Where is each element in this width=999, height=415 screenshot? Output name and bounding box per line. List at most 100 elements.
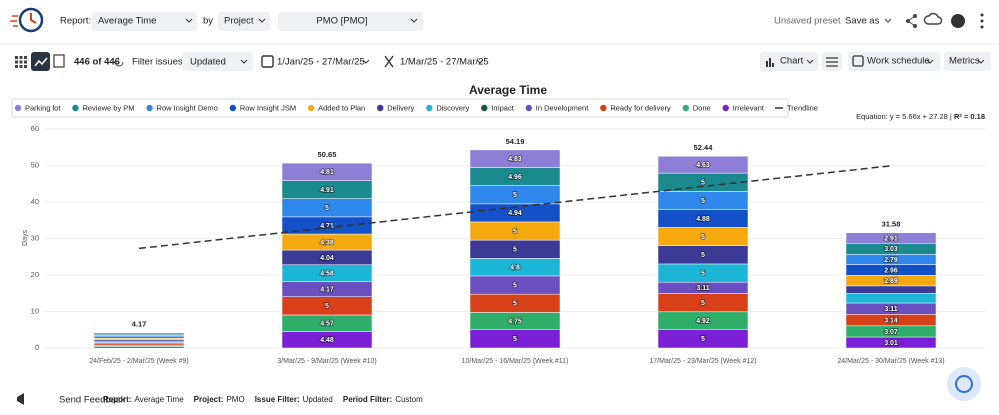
data-label: 4.04 (320, 255, 334, 262)
send-feedback[interactable]: Send Feedback (59, 395, 126, 406)
more-icon[interactable] (980, 13, 984, 29)
footer-value: Updated (303, 395, 333, 404)
legend-label: Added to Plan (318, 103, 365, 112)
dropdown-value[interactable]: Project (224, 16, 254, 27)
share-icon[interactable] (906, 14, 917, 28)
dropdown[interactable] (278, 12, 423, 31)
legend-label: Done (693, 103, 711, 112)
data-label: 4.91 (320, 187, 334, 194)
legend-marker (481, 104, 488, 112)
y-tick-label: 60 (31, 124, 39, 133)
dropdown-value[interactable]: Average Time (98, 16, 156, 27)
data-label: 5 (513, 336, 517, 343)
legend-label: Irrelevant (733, 103, 765, 112)
dropdown-value[interactable]: Metrics (949, 56, 980, 67)
bar-segment (93, 332, 185, 335)
metrics-dropdown[interactable] (944, 52, 991, 71)
data-label: 5 (513, 247, 517, 254)
caret[interactable] (884, 18, 892, 23)
trendline (138, 165, 892, 250)
dropdown-value[interactable]: PMO [PMO] (316, 16, 367, 27)
y-tick-label: 20 (31, 270, 39, 279)
date-range[interactable]: 1/Mar/25 - 27/Mar/25 (400, 57, 489, 68)
bar-segment (469, 149, 561, 168)
table-view-icon[interactable] (53, 54, 65, 68)
data-label: 5 (701, 300, 705, 307)
legend (11, 98, 789, 118)
legend-label: Row Insight Demo (157, 103, 218, 112)
issue-count: 446 of 446 (74, 57, 120, 68)
data-label: 4.96 (508, 174, 522, 181)
data-label: 4.63 (696, 162, 710, 169)
data-label: 4.48 (320, 337, 334, 344)
dropdown-value[interactable]: Chart (780, 56, 804, 67)
data-label: 5 (701, 336, 705, 343)
legend-marker (722, 104, 729, 112)
dropdown-value[interactable]: Updated (190, 57, 226, 68)
legend-marker (426, 104, 433, 112)
refresh-icon[interactable] (114, 57, 124, 67)
data-label: 3.14 (884, 317, 898, 324)
dropdown-value[interactable]: Work schedule (867, 56, 930, 67)
settings-icon (826, 57, 838, 67)
view-dropdown[interactable] (760, 52, 818, 71)
x-tick-label: 17/Mar/25 - 23/Mar/25 (Week #12) (649, 358, 756, 365)
legend-marker (682, 104, 689, 112)
data-label: 4.92 (696, 318, 710, 325)
help-icon[interactable] (951, 14, 965, 28)
caret (926, 59, 934, 64)
y-tick-label: 30 (31, 233, 39, 242)
total-label: 52.44 (694, 143, 714, 152)
data-label: 5 (701, 252, 705, 259)
x-tick-label: 24/Feb/25 - 2/Mar/25 (Week #9) (89, 358, 188, 365)
legend-label: Impact (491, 103, 514, 112)
save-as[interactable]: Save as (845, 16, 880, 27)
y-tick-label: 50 (31, 160, 39, 169)
bar-segment (657, 155, 749, 174)
y-tick-label: 0 (35, 343, 39, 352)
data-label: 4.8 (510, 264, 520, 271)
data-label: 4.57 (320, 321, 334, 328)
schedule-dropdown[interactable] (848, 52, 940, 71)
caret (185, 18, 193, 23)
caret (410, 18, 418, 23)
dropdown[interactable] (182, 52, 253, 71)
y-tick-label: 40 (31, 197, 39, 206)
data-label: 2.96 (884, 267, 898, 274)
data-label: 4.71 (320, 223, 334, 230)
bar-segment (281, 162, 373, 181)
caret (977, 59, 985, 64)
data-label: 3.07 (884, 329, 898, 336)
calendar-icon (261, 55, 274, 68)
total-label: 50.65 (318, 150, 337, 159)
cloud-icon[interactable] (923, 12, 943, 25)
legend-label: Ready for delivery (610, 103, 671, 112)
legend-label: In Development (536, 103, 589, 112)
grid-view-icon[interactable] (15, 56, 27, 68)
chart-icon (766, 58, 774, 67)
legend-label: Reviewe by PM (82, 103, 134, 112)
total-label: 31.58 (882, 220, 901, 229)
legend-label: Trendline (787, 103, 818, 112)
dropdown[interactable] (218, 12, 270, 31)
legend-label: Discovery (436, 103, 469, 112)
feedback-icon (17, 393, 24, 405)
legend-marker (229, 104, 237, 112)
caret (240, 59, 248, 64)
data-label: 5 (325, 303, 329, 310)
support-button[interactable] (947, 367, 981, 401)
footer-key: Period Filter: (343, 395, 392, 404)
trend-equation: Equation: y = 5.66x + 27.28 | R² = 0.18 (856, 112, 985, 121)
x-tick-label: 3/Mar/25 - 9/Mar/25 (Week #10) (277, 358, 376, 365)
y-axis-title: Days (22, 230, 29, 246)
legend-marker (14, 104, 22, 112)
data-label: 4.38 (320, 239, 334, 246)
data-label: 4.17 (320, 286, 334, 293)
legend-marker (377, 104, 384, 112)
date-range[interactable]: 1/Jan/25 - 27/Mar/25 (277, 57, 365, 68)
footer-value: PMO (226, 395, 244, 404)
data-label: 5 (513, 192, 517, 199)
data-label: 2.91 (884, 235, 898, 242)
dropdown[interactable] (92, 12, 197, 31)
